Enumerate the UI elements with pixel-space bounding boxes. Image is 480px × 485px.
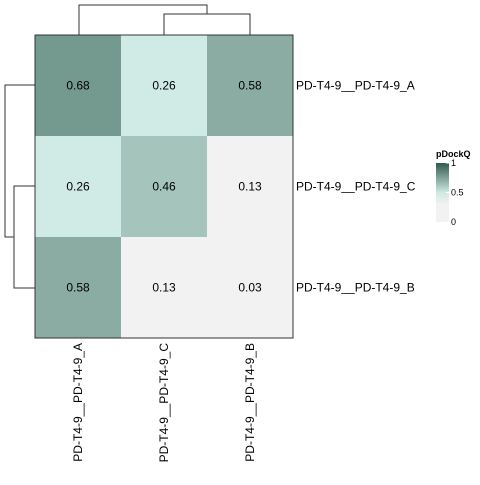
column-label: PD-T4-9__PD-T4-9_B [243,343,257,462]
cell-value-label: 0.13 [152,281,176,295]
cell-value-label: 0.46 [152,180,176,194]
cell-value-label: 0.68 [66,79,90,93]
column-label: PD-T4-9__PD-T4-9_A [71,343,85,462]
heatmap-cell-r1-c2 [207,136,293,237]
heatmap-cells: 0.68 0.26 0.58 0.26 0.46 0.13 0.58 0.13 0.03 [35,35,293,338]
row-dendrogram [4,84,35,289]
heatmap-cell-r0-c2 [207,35,293,136]
cell-value-label: 0.58 [66,281,90,295]
cell-value-label: 0.26 [66,180,90,194]
heatmap-cell-r1-c0 [35,136,121,237]
cell-value-label: 0.03 [238,281,262,295]
column-labels: PD-T4-9__PD-T4-9_A PD-T4-9__PD-T4-9_C PD-T… [71,343,257,463]
legend-tick-label: 0.5 [451,188,464,198]
legend: pDockQ 10.50 [436,149,471,227]
heatmap-cell-r0-c0 [35,35,121,136]
legend-tick-label: 0 [451,217,456,227]
cell-value-label: 0.26 [152,79,176,93]
row-label: PD-T4-9__PD-T4-9_C [296,180,416,194]
heatmap-border [34,34,294,339]
cell-value-label: 0.13 [238,180,262,194]
heatmap-cell-r1-c1 [121,136,207,237]
heatmap-cell-r2-c2 [207,237,293,338]
heatmap-cell-r2-c0 [35,237,121,338]
row-label: PD-T4-9__PD-T4-9_A [296,79,415,93]
cell-value-label: 0.58 [238,79,262,93]
legend-ticks: 10.50 [446,158,464,227]
row-labels: PD-T4-9__PD-T4-9_A PD-T4-9__PD-T4-9_C PD-T… [296,79,416,295]
column-label: PD-T4-9__PD-T4-9_C [157,343,171,463]
legend-title: pDockQ [436,149,471,159]
heatmap-cell-r0-c1 [121,35,207,136]
heatmap-cell-r2-c1 [121,237,207,338]
column-dendrogram [78,4,251,35]
legend-colorbar [436,163,449,222]
row-label: PD-T4-9__PD-T4-9_B [296,281,415,295]
legend-tick-label: 1 [451,158,456,168]
